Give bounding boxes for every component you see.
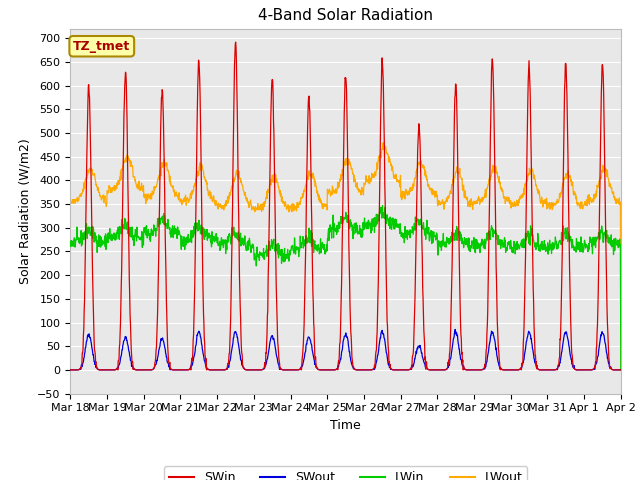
Legend: SWin, SWout, LWin, LWout: SWin, SWout, LWin, LWout — [164, 467, 527, 480]
Text: TZ_tmet: TZ_tmet — [73, 40, 131, 53]
X-axis label: Time: Time — [330, 419, 361, 432]
Title: 4-Band Solar Radiation: 4-Band Solar Radiation — [258, 9, 433, 24]
Y-axis label: Solar Radiation (W/m2): Solar Radiation (W/m2) — [19, 138, 32, 284]
